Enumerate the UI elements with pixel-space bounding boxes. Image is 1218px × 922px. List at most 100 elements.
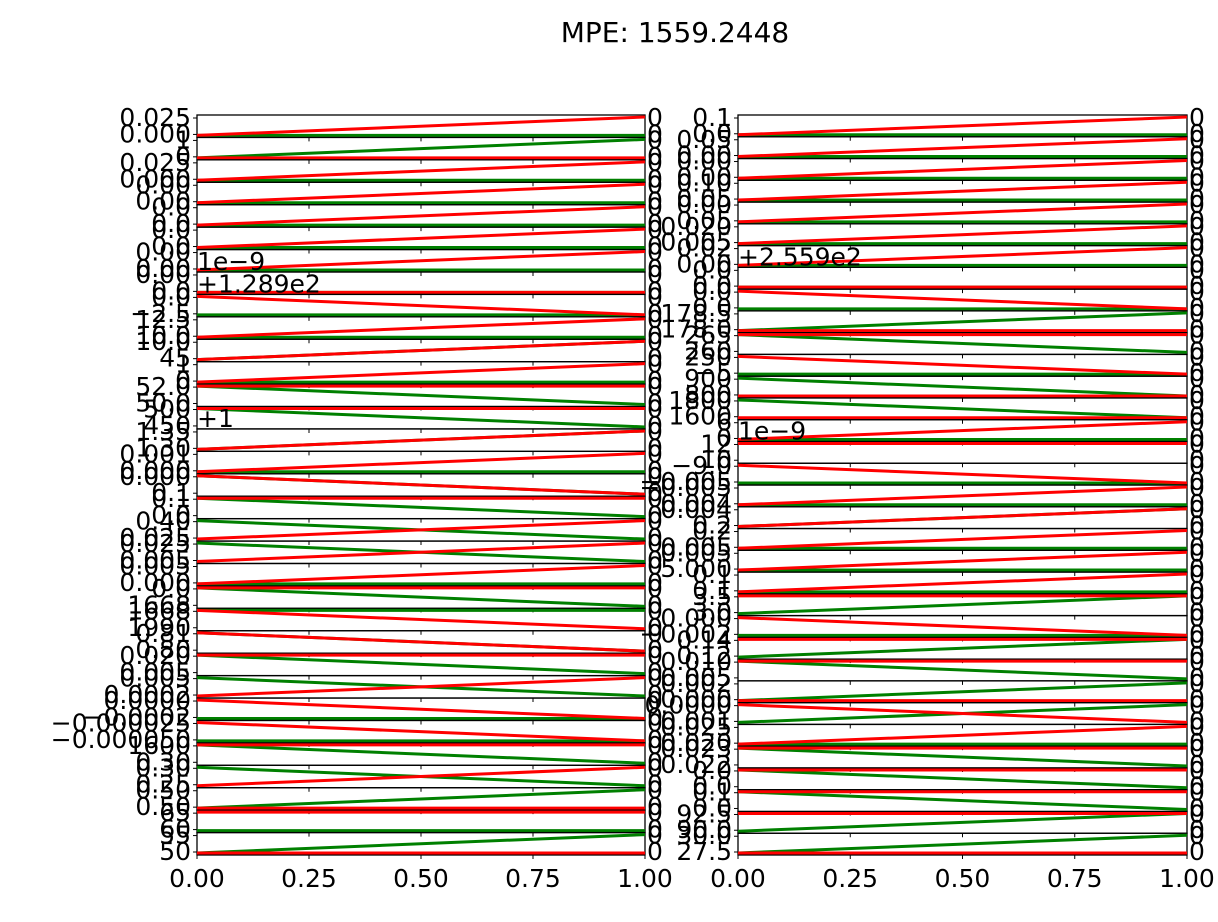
y-tick-label: 0.0000 [104, 686, 191, 715]
y-tick-label-overflow: 0 [647, 372, 663, 401]
y-tick-label: 0.1 [692, 103, 732, 132]
x-tick-label: 0.75 [505, 864, 561, 893]
y-tick-label-overflow: 0 [647, 164, 663, 193]
y-tick-label-overflow: 0 [647, 209, 663, 238]
y-tick-label: 92.5 [676, 799, 732, 828]
y-tick-label-overflow: 0 [1189, 147, 1205, 176]
green-series-line [196, 384, 646, 407]
subplot-33: 92.5 0 90.0 0 [676, 799, 1205, 844]
y-tick-label-overflow: 0 [1189, 103, 1205, 132]
y-tick-label: 0.1 [692, 560, 732, 589]
y-tick-label-overflow: 0 [647, 574, 663, 603]
y-tick-label: 1990 [127, 613, 191, 642]
y-tick-label-overflow: 0 [1189, 685, 1205, 714]
y-tick-label-overflow: 0 [1189, 293, 1205, 322]
green-series-line [737, 398, 1188, 420]
y-tick-label: 1 [175, 350, 191, 379]
y-tick-label-overflow: 0 [647, 837, 663, 866]
y-tick-label: 0.81 [135, 619, 191, 648]
y-tick-label-overflow: 0 [1189, 821, 1205, 850]
y-tick-label: 0.0 [151, 232, 191, 261]
subplot-28: −0.000025 0 −0.000050 0 [51, 708, 663, 753]
subplot-27: 0.0000 0 −0.0002 0 [83, 686, 663, 731]
y-tick-label: 0.0 [692, 756, 732, 785]
y-tick-label-overflow: 0 [1189, 141, 1205, 170]
y-tick-label-overflow: 0 [647, 523, 663, 552]
y-tick-label: 1 [175, 125, 191, 154]
y-tick-label-overflow: 0 [1189, 125, 1205, 154]
y-tick-label: 55 [159, 821, 191, 850]
y-tick-label-overflow: 0 [1189, 299, 1205, 328]
y-tick-label-overflow: 0 [1189, 473, 1205, 502]
y-tick-label-overflow: 0 [647, 350, 663, 379]
y-tick-label: 0.1 [692, 778, 732, 807]
y-tick-label-overflow: 0 [1189, 756, 1205, 785]
y-tick-label: 0.00 [676, 190, 732, 219]
y-tick-label: 0.1 [692, 576, 732, 605]
y-tick-label: 0.00 [135, 260, 191, 289]
y-tick-label-overflow: 0 [1189, 451, 1205, 480]
y-tick-label: 0.0 [151, 501, 191, 530]
green-series-line [737, 681, 1188, 703]
red-series-line [737, 507, 1188, 529]
red-series-line [737, 246, 1188, 267]
y-tick-label-overflow: 0 [1189, 408, 1205, 437]
y-tick-label-overflow: 0 [647, 433, 663, 462]
y-tick-label: 265 [684, 321, 732, 350]
red-series-line [737, 529, 1188, 550]
y-tick-label: 0.000 [119, 568, 191, 597]
subplot-11: 10.0 0 45 0 [135, 327, 663, 372]
subplot-30: 0.023 0 0.022 0 [660, 734, 1204, 779]
subplot-31: 0.50 0 0.50 0 [135, 776, 663, 821]
subplot-9: 0.0 0 −2.5 0 +1.289e2 [130, 269, 663, 327]
y-tick-label: 0.000 [119, 119, 191, 148]
y-tick-label: −5 [695, 358, 732, 387]
x-tick-label: 1.00 [617, 864, 673, 893]
y-tick-label: 0.004 [660, 495, 732, 524]
red-series-line [737, 115, 1188, 137]
subplot-19: 0.40 0 0.025 0 [119, 507, 662, 552]
red-series-line [196, 563, 646, 586]
y-tick-label-overflow: 0 [1189, 712, 1205, 741]
y-tick-label: 0.05 [676, 184, 732, 213]
green-series-line [737, 594, 1188, 616]
green-series-line [737, 768, 1188, 790]
y-tick-label-overflow: 0 [1189, 277, 1205, 306]
y-tick-label-overflow: 0 [1189, 206, 1205, 235]
y-tick-label-overflow: 0 [647, 753, 663, 782]
y-tick-label: 1668 [127, 596, 191, 625]
y-tick-label-overflow: 0 [1189, 576, 1205, 605]
y-offset-label: +1 [197, 404, 234, 433]
y-tick-label-overflow: 0 [647, 680, 663, 709]
y-tick-label-overflow: 0 [1189, 119, 1205, 148]
y-tick-label-overflow: 0 [647, 613, 663, 642]
y-tick-label: 0.005 [119, 545, 191, 574]
y-tick-label: 0.2 [692, 511, 732, 540]
subplot-28: 0.0000 00.001 0 [645, 691, 1205, 736]
y-tick-label-overflow: 0 [1189, 228, 1205, 257]
y-tick-label: 12.5 [135, 305, 191, 334]
subplot-5: 0.0 0 0.0 0 [151, 193, 663, 238]
subplot-9: 0.0 0 0.0 0 [692, 277, 1205, 322]
red-series-line [196, 698, 646, 720]
y-tick-label: 0.020 [660, 728, 732, 757]
subplot-20: 0.2 0 0.005 0 [660, 517, 1204, 562]
y-tick-label: 0.005 [119, 658, 191, 687]
y-tick-label: 0.02 [676, 234, 732, 263]
y-tick-label-overflow: 0 [647, 232, 663, 261]
y-tick-label: 0.020 [660, 212, 732, 241]
y-tick-label: 0.0000 [645, 691, 732, 720]
subplot-10: 12.5 0 10.0 0 [135, 305, 663, 350]
y-tick-label-overflow: 0 [1189, 734, 1205, 763]
green-series-line [196, 788, 646, 810]
subplot-17: −9.0 0−0.005 0 [639, 451, 1204, 496]
y-tick-label-overflow: 0 [1189, 184, 1205, 213]
y-tick-label: 0.0 [151, 215, 191, 244]
y-tick-label: 1.30 [135, 433, 191, 462]
y-tick-label-overflow: 0 [647, 478, 663, 507]
y-tick-label: 0.022 [660, 750, 732, 779]
y-tick-label: 0 [175, 142, 191, 171]
y-tick-label: 0.00 [676, 249, 732, 278]
y-tick-label-overflow: 0 [1189, 467, 1205, 496]
green-series-line [196, 407, 646, 429]
